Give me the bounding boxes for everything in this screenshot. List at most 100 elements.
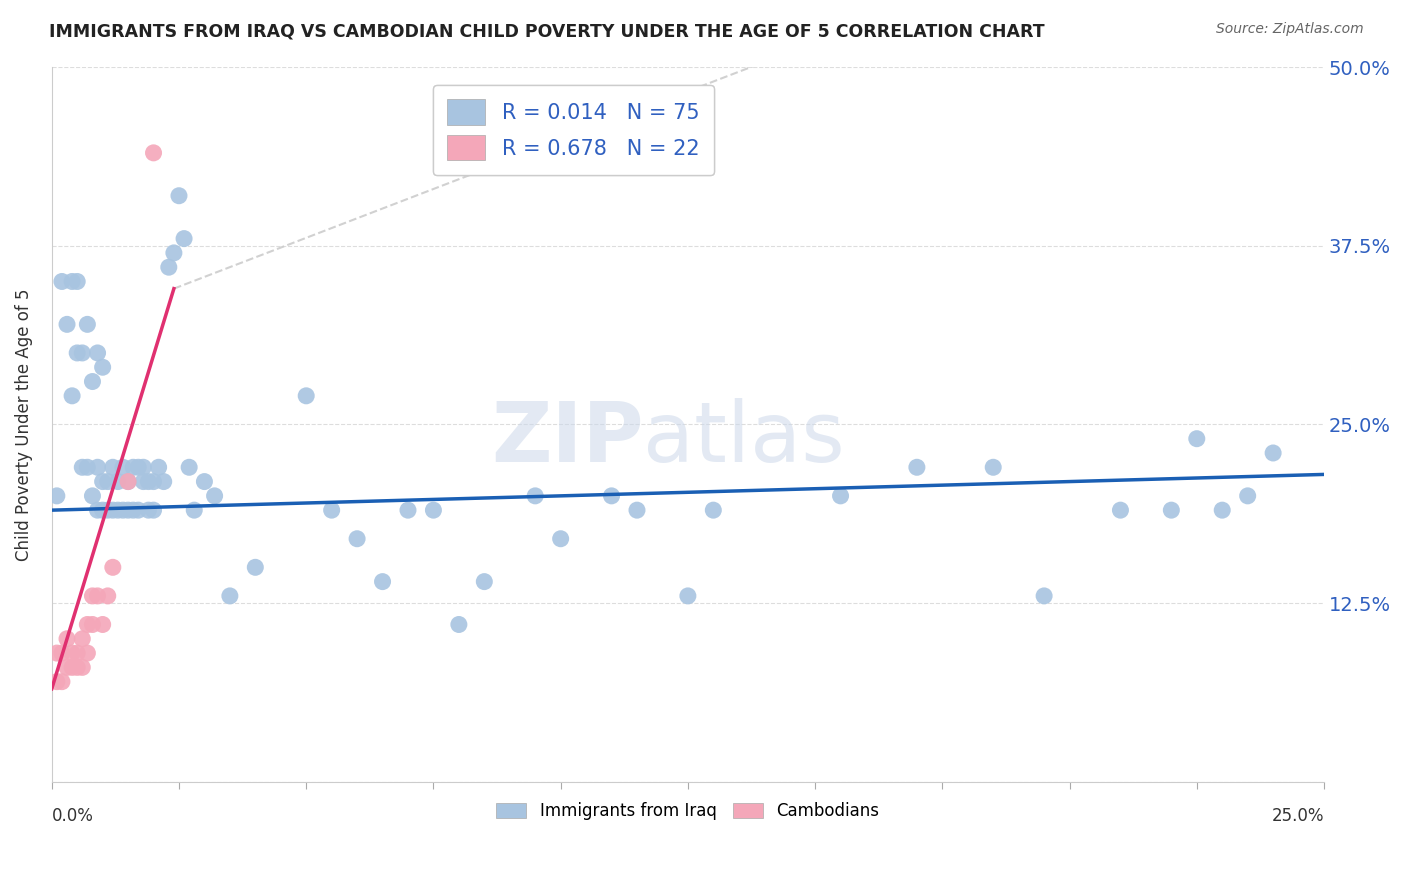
Point — [91, 617, 114, 632]
Point — [51, 646, 73, 660]
Point — [905, 460, 928, 475]
Point — [204, 489, 226, 503]
Point — [101, 460, 124, 475]
Point — [167, 188, 190, 202]
Point — [321, 503, 343, 517]
Point — [117, 475, 139, 489]
Point — [626, 503, 648, 517]
Point — [91, 360, 114, 375]
Point — [1109, 503, 1132, 517]
Point — [72, 460, 94, 475]
Point — [1185, 432, 1208, 446]
Point — [163, 246, 186, 260]
Point — [86, 346, 108, 360]
Point — [56, 318, 79, 332]
Point — [396, 503, 419, 517]
Text: 25.0%: 25.0% — [1271, 807, 1324, 825]
Text: ZIP: ZIP — [491, 398, 644, 479]
Point — [524, 489, 547, 503]
Point — [1261, 446, 1284, 460]
Point — [600, 489, 623, 503]
Point — [76, 460, 98, 475]
Point — [117, 503, 139, 517]
Point — [111, 460, 134, 475]
Point — [127, 460, 149, 475]
Point — [76, 646, 98, 660]
Point — [82, 617, 104, 632]
Text: IMMIGRANTS FROM IRAQ VS CAMBODIAN CHILD POVERTY UNDER THE AGE OF 5 CORRELATION C: IMMIGRANTS FROM IRAQ VS CAMBODIAN CHILD … — [49, 22, 1045, 40]
Point — [97, 503, 120, 517]
Point — [56, 632, 79, 646]
Point — [45, 489, 67, 503]
Point — [60, 646, 83, 660]
Point — [66, 275, 89, 289]
Point — [138, 475, 160, 489]
Point — [218, 589, 240, 603]
Point — [127, 503, 149, 517]
Point — [830, 489, 852, 503]
Point — [472, 574, 495, 589]
Point — [346, 532, 368, 546]
Point — [60, 275, 83, 289]
Point — [117, 475, 139, 489]
Point — [132, 460, 155, 475]
Point — [142, 503, 165, 517]
Point — [152, 475, 174, 489]
Point — [179, 460, 201, 475]
Point — [82, 375, 104, 389]
Point — [82, 589, 104, 603]
Point — [122, 503, 145, 517]
Point — [51, 674, 73, 689]
Point — [148, 460, 170, 475]
Point — [76, 318, 98, 332]
Point — [122, 460, 145, 475]
Point — [45, 674, 67, 689]
Point — [142, 145, 165, 160]
Point — [72, 660, 94, 674]
Point — [676, 589, 699, 603]
Point — [1033, 589, 1056, 603]
Point — [60, 660, 83, 674]
Y-axis label: Child Poverty Under the Age of 5: Child Poverty Under the Age of 5 — [15, 288, 32, 561]
Text: atlas: atlas — [644, 398, 845, 479]
Point — [97, 475, 120, 489]
Point — [56, 660, 79, 674]
Point — [295, 389, 318, 403]
Point — [82, 489, 104, 503]
Point — [157, 260, 180, 275]
Point — [142, 475, 165, 489]
Point — [86, 503, 108, 517]
Point — [107, 475, 129, 489]
Point — [981, 460, 1004, 475]
Point — [86, 460, 108, 475]
Point — [45, 646, 67, 660]
Point — [86, 589, 108, 603]
Point — [66, 346, 89, 360]
Point — [60, 389, 83, 403]
Point — [702, 503, 724, 517]
Point — [101, 560, 124, 574]
Point — [91, 475, 114, 489]
Point — [66, 660, 89, 674]
Point — [193, 475, 215, 489]
Point — [51, 275, 73, 289]
Point — [1236, 489, 1258, 503]
Point — [550, 532, 572, 546]
Point — [183, 503, 205, 517]
Point — [447, 617, 470, 632]
Point — [72, 632, 94, 646]
Point — [132, 475, 155, 489]
Text: Source: ZipAtlas.com: Source: ZipAtlas.com — [1216, 22, 1364, 37]
Text: 0.0%: 0.0% — [52, 807, 94, 825]
Point — [101, 503, 124, 517]
Point — [91, 503, 114, 517]
Point — [371, 574, 394, 589]
Point — [1160, 503, 1182, 517]
Point — [107, 503, 129, 517]
Point — [111, 503, 134, 517]
Point — [173, 231, 195, 245]
Legend: R = 0.014   N = 75, R = 0.678   N = 22: R = 0.014 N = 75, R = 0.678 N = 22 — [433, 85, 714, 175]
Point — [66, 646, 89, 660]
Point — [72, 346, 94, 360]
Point — [97, 589, 120, 603]
